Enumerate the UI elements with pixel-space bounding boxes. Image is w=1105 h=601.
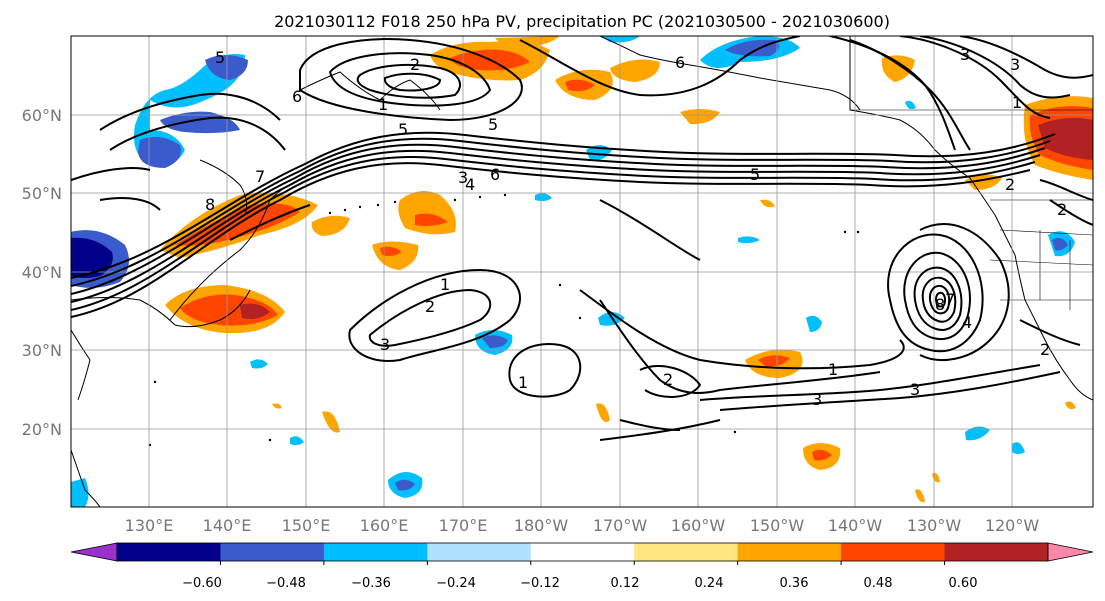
lon-label: 170°W [593, 516, 648, 535]
colorbar-segment [737, 543, 842, 561]
contour-label: 2 [1005, 175, 1015, 194]
lon-label: 170°E [439, 516, 488, 535]
contour-label: 2 [663, 370, 673, 389]
lon-label: 140°W [828, 516, 883, 535]
lon-label: 160°E [360, 516, 409, 535]
contour-label: 5 [398, 120, 408, 139]
colorbar-tick-label: −0.60 [182, 576, 222, 591]
colorbar-segment [220, 543, 325, 561]
contour-label: 2 [1057, 200, 1067, 219]
colorbar-outline [116, 542, 1049, 562]
lat-label: 20°N [22, 420, 62, 439]
colorbar-segment [323, 543, 428, 561]
colorbar-tick-label: 0.36 [780, 576, 809, 591]
pv-contours [71, 36, 1093, 441]
colorbar-tick-label: 0.60 [949, 576, 978, 591]
contour-label: 7 [945, 290, 955, 309]
contour-label: 7 [255, 167, 265, 186]
lon-label: 150°W [750, 516, 805, 535]
contour-label: 4 [465, 175, 475, 194]
lon-label: 140°E [203, 516, 252, 535]
contour-label: 5 [488, 115, 498, 134]
colorbar-ticks [219, 561, 946, 565]
contour-label: 2 [1040, 340, 1050, 359]
map-panel: 5 6 2 1 5 5 6 3 2 7 8 3 1 2 3 4 5 6 7 8 [70, 35, 1094, 508]
contour-label: 3 [458, 168, 468, 187]
lon-label: 150°E [282, 516, 331, 535]
contour-label: 1 [828, 360, 838, 379]
colorbar-tick-label: 0.24 [695, 576, 724, 591]
islands [148, 193, 860, 447]
colorbar-tick-label: −0.12 [520, 576, 560, 591]
contour-label: 1 [440, 275, 450, 294]
colorbar-tick-label: −0.48 [266, 576, 306, 591]
contour-label: 2 [425, 297, 435, 316]
contour-label: 3 [910, 380, 920, 399]
colorbar: −0.60 −0.48 −0.36 −0.24 −0.12 0.12 0.24 … [70, 542, 1094, 591]
contour-label: 5 [750, 165, 760, 184]
contour-label: 8 [205, 195, 215, 214]
lon-label: 180°W [514, 516, 569, 535]
contour-label: 1 [518, 373, 528, 392]
contour-label: 3 [380, 335, 390, 354]
contour-label: 5 [215, 48, 225, 67]
contour-labels: 5 6 2 1 5 5 6 3 2 7 8 3 1 2 3 4 5 6 7 8 [205, 45, 1067, 409]
colorbar-tick-label: 0.12 [611, 576, 640, 591]
lon-label: 120°W [985, 516, 1040, 535]
colorbar-segment [944, 543, 1049, 561]
colorbar-tick-label: 0.48 [864, 576, 893, 591]
lat-label: 30°N [22, 341, 62, 360]
contour-label: 2 [410, 55, 420, 74]
colorbar-segment [634, 543, 739, 561]
colorbar-extend-max [1047, 542, 1094, 562]
colorbar-segment [427, 543, 532, 561]
longitude-labels: 130°E 140°E 150°E 160°E 170°E 180°W 170°… [125, 516, 1040, 535]
colorbar-tick-labels: −0.60 −0.48 −0.36 −0.24 −0.12 0.12 0.24 … [182, 576, 977, 591]
lat-label: 40°N [22, 263, 62, 282]
latitude-labels: 60°N 50°N 40°N 30°N 20°N [22, 106, 62, 439]
colorbar-segment [530, 543, 635, 561]
contour-label: 6 [675, 53, 685, 72]
contour-label: 3 [960, 45, 970, 64]
colorbar-segment [117, 543, 221, 561]
colorbar-tick-label: −0.36 [351, 576, 391, 591]
colorbar-tick-label: −0.24 [436, 576, 476, 591]
contour-label: 1 [378, 95, 388, 114]
lon-label: 130°E [125, 516, 174, 535]
colorbar-segment [841, 543, 946, 561]
borders [850, 109, 1093, 310]
lon-label: 160°W [671, 516, 726, 535]
colorbar-segments [70, 542, 1094, 562]
lat-label: 50°N [22, 184, 62, 203]
lon-label: 130°W [907, 516, 962, 535]
colorbar-extend-min [70, 542, 118, 562]
lat-label: 60°N [22, 106, 62, 125]
contour-label: 6 [292, 87, 302, 106]
contour-label: 3 [1010, 55, 1020, 74]
contour-label: 8 [935, 295, 945, 314]
contour-label: 1 [1012, 93, 1022, 112]
contour-label: 6 [490, 165, 500, 184]
map-title: 2021030112 F018 250 hPa PV, precipitatio… [274, 12, 890, 31]
contour-label: 4 [962, 313, 972, 332]
contour-label: 3 [812, 390, 822, 409]
